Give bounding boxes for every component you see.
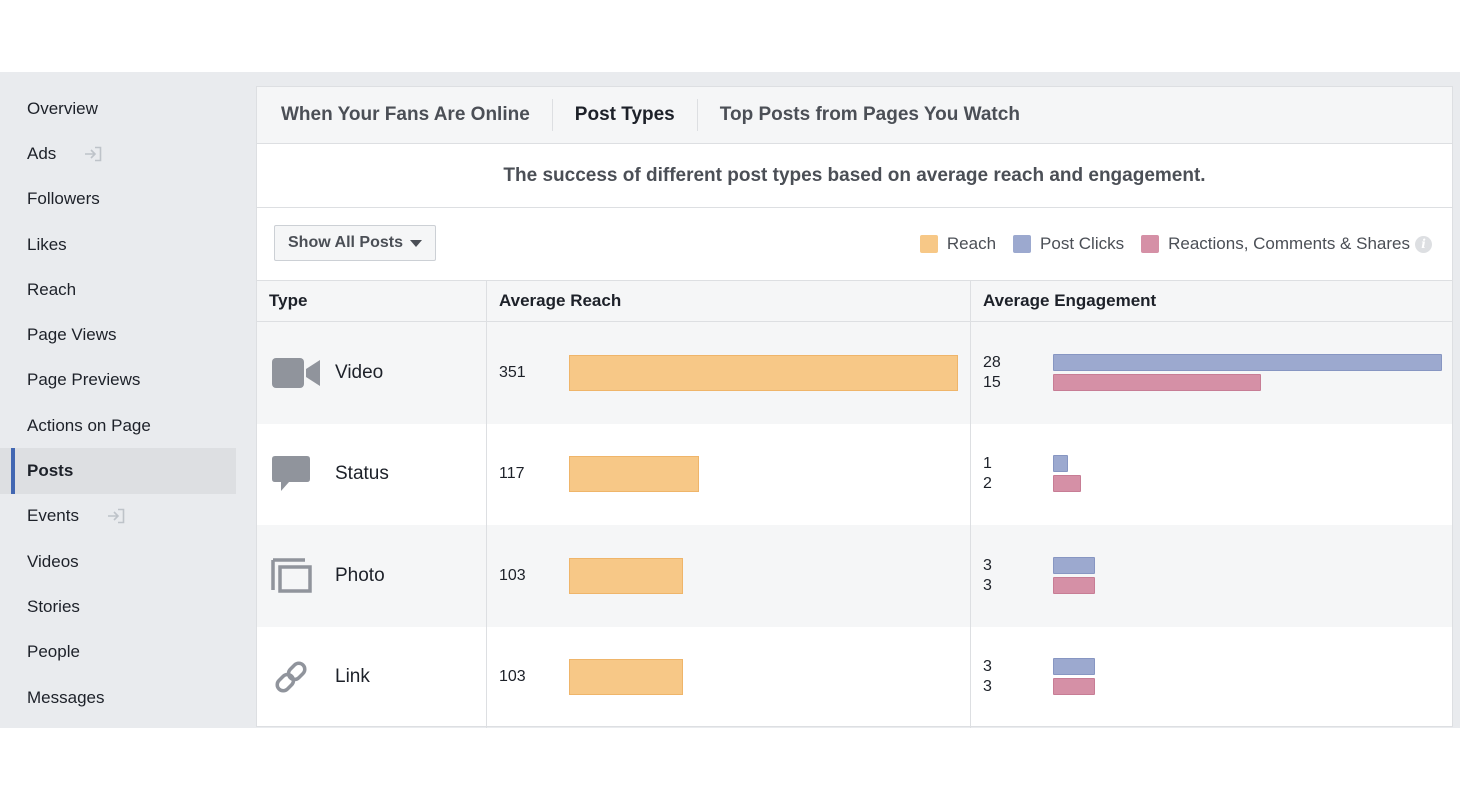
sidebar-item-label: Events <box>27 506 79 526</box>
post-type-label: Status <box>335 463 389 485</box>
panel-subtitle: The success of different post types base… <box>257 144 1452 208</box>
show-posts-dropdown[interactable]: Show All Posts <box>274 225 436 261</box>
reach-value: 117 <box>499 465 525 483</box>
table-row: Photo 103 3 3 <box>257 525 1452 627</box>
tab-bar: When Your Fans Are Online Post Types Top… <box>257 87 1452 144</box>
sidebar-item-label: Reach <box>27 279 77 299</box>
table-row: Link 103 3 3 <box>257 626 1452 728</box>
video-icon <box>271 353 323 393</box>
status-icon <box>271 454 323 494</box>
sidebar-item-label: Messages <box>27 687 105 707</box>
sidebar-item-likes[interactable]: Likes <box>0 222 236 267</box>
sidebar-item-label: Followers <box>27 189 100 209</box>
reach-value: 351 <box>499 363 526 381</box>
post-types-panel: When Your Fans Are Online Post Types Top… <box>256 86 1453 728</box>
reach-value: 103 <box>499 668 526 686</box>
legend-label: Post Clicks <box>1040 234 1125 253</box>
legend-label: Reactions, Comments & Shares <box>1168 234 1410 253</box>
column-header-average-reach: Average Reach <box>486 281 970 321</box>
reactions-value: 15 <box>983 373 1001 391</box>
sidebar-item-page-previews[interactable]: Page Previews <box>0 358 236 403</box>
post-clicks-bar <box>1053 455 1068 473</box>
sidebar-item-posts[interactable]: Posts <box>0 448 236 494</box>
legend-item-reach: Reach <box>919 234 997 254</box>
table-row: Status 117 1 2 <box>257 423 1452 525</box>
sidebar-item-label: Overview <box>27 98 98 118</box>
sidebar-item-label: Page Views <box>27 325 117 345</box>
sidebar-item-actions-on-page[interactable]: Actions on Page <box>0 403 236 448</box>
legend-label: Reach <box>946 234 997 253</box>
reach-bar <box>569 659 683 696</box>
legend-swatch <box>1013 235 1032 253</box>
reach-value: 103 <box>499 566 526 584</box>
photo-icon <box>271 556 323 596</box>
sidebar-item-label: Ads <box>27 143 57 163</box>
controls-bar: Show All Posts Reach Post Clicks Reactio… <box>257 208 1452 280</box>
column-header-average-engagement: Average Engagement <box>970 281 1452 321</box>
sidebar-item-ads[interactable]: Ads <box>0 131 236 176</box>
reach-bar <box>569 354 958 391</box>
post-clicks-value: 3 <box>983 658 992 676</box>
sidebar-item-label: Page Previews <box>27 370 141 390</box>
external-link-icon <box>107 508 125 524</box>
post-clicks-bar <box>1053 353 1442 371</box>
chart-legend: Reach Post Clicks Reactions, Comments & … <box>903 234 1432 254</box>
sidebar-item-followers[interactable]: Followers <box>0 177 236 222</box>
legend-swatch <box>1141 235 1160 253</box>
column-header-type: Type <box>269 291 308 310</box>
external-link-icon <box>84 146 102 162</box>
sidebar-item-messages[interactable]: Messages <box>0 675 236 720</box>
sidebar-item-label: People <box>27 642 80 662</box>
sidebar-item-label: Stories <box>27 596 80 616</box>
reactions-bar <box>1053 373 1261 391</box>
sidebar-item-page-views[interactable]: Page Views <box>0 312 236 357</box>
link-icon <box>271 657 323 697</box>
info-icon[interactable]: i <box>1415 235 1432 253</box>
post-clicks-bar <box>1053 556 1095 574</box>
sidebar-item-people[interactable]: People <box>0 630 236 675</box>
dropdown-label: Show All Posts <box>288 234 403 251</box>
post-type-label: Photo <box>335 564 385 586</box>
reactions-bar <box>1053 678 1095 696</box>
caret-down-icon <box>409 239 422 247</box>
post-clicks-value: 3 <box>983 556 992 574</box>
tab-when-fans-online[interactable]: When Your Fans Are Online <box>281 104 530 125</box>
post-clicks-value: 1 <box>983 455 992 473</box>
sidebar-item-label: Posts <box>27 461 74 481</box>
tab-post-types[interactable]: Post Types <box>574 104 675 125</box>
tab-divider <box>551 99 553 131</box>
reactions-value: 2 <box>983 475 992 493</box>
table-header: Type Average Reach Average Engagement <box>257 280 1452 322</box>
post-clicks-bar <box>1053 658 1095 676</box>
sidebar-item-label: Actions on Page <box>27 415 151 435</box>
tab-divider <box>696 99 698 131</box>
sidebar-item-label: Likes <box>27 234 67 254</box>
reach-bar <box>569 557 683 594</box>
reach-bar <box>569 456 699 493</box>
reactions-value: 3 <box>983 576 992 594</box>
post-type-label: Video <box>335 361 384 383</box>
sidebar-item-videos[interactable]: Videos <box>0 539 236 584</box>
sidebar-item-events[interactable]: Events <box>0 494 236 539</box>
sidebar-item-stories[interactable]: Stories <box>0 584 236 629</box>
tab-top-posts-pages-you-watch[interactable]: Top Posts from Pages You Watch <box>719 104 1020 125</box>
legend-item-reactions: Reactions, Comments & Shares i <box>1141 234 1432 254</box>
post-clicks-value: 28 <box>983 353 1001 371</box>
reactions-bar <box>1053 576 1095 594</box>
insights-sidebar: Overview Ads Followers Likes Reach Page … <box>0 86 236 720</box>
legend-swatch <box>919 235 938 253</box>
post-type-label: Link <box>335 666 370 688</box>
sidebar-item-overview[interactable]: Overview <box>0 86 236 131</box>
table-row: Video 351 28 15 <box>257 322 1452 424</box>
legend-item-post-clicks: Post Clicks <box>1013 234 1124 254</box>
sidebar-item-reach[interactable]: Reach <box>0 267 236 312</box>
sidebar-item-label: Videos <box>27 551 79 571</box>
reactions-bar <box>1053 475 1081 493</box>
reactions-value: 3 <box>983 678 992 696</box>
